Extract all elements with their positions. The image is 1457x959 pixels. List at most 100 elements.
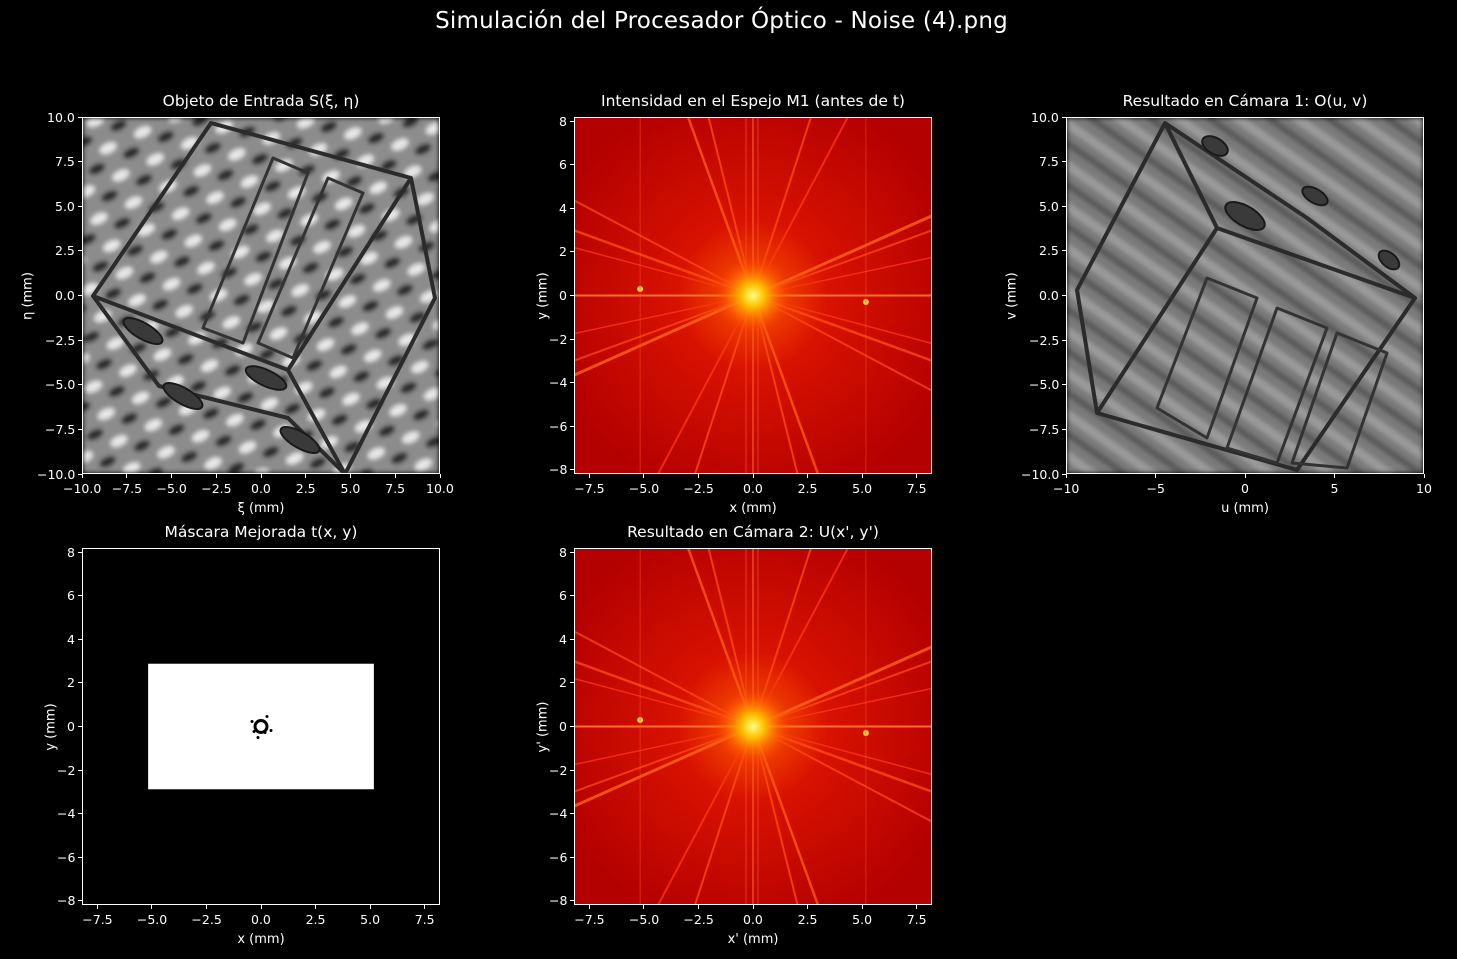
x-tick-label: −7.5 (111, 481, 143, 496)
y-tick-mark (1062, 339, 1066, 341)
x-axis-label: x (mm) (237, 932, 285, 947)
y-tick-mark (1062, 295, 1066, 296)
x-tick-mark (916, 474, 918, 478)
x-tick-mark (394, 474, 396, 478)
x-tick-label: 0 (1241, 481, 1249, 496)
y-tick-label: 5.0 (1039, 198, 1059, 214)
plot-area (1066, 117, 1424, 474)
y-tick-label: −4 (57, 806, 76, 822)
y-tick-label: 2 (559, 244, 567, 260)
y-tick-label: −2 (549, 331, 568, 347)
x-tick-label: 10.0 (426, 481, 454, 496)
y-tick-label: 2 (67, 675, 75, 691)
y-tick-label: 5.0 (55, 198, 75, 214)
x-tick-mark (1423, 474, 1425, 478)
y-tick-label: 7.5 (55, 154, 75, 170)
y-tick-label: 0.0 (55, 288, 75, 303)
y-axis-label: y (mm) (535, 271, 551, 320)
y-tick-label: 6 (67, 588, 75, 604)
x-tick-label: 5.0 (852, 912, 873, 927)
x-tick-mark (260, 474, 262, 478)
x-tick-mark (260, 905, 262, 909)
x-tick-label: 5.0 (360, 912, 381, 927)
x-tick-label: 5 (1330, 481, 1339, 496)
y-tick-label: 7.5 (1039, 154, 1059, 170)
x-axis-label: ξ (mm) (237, 501, 285, 516)
x-tick-mark (588, 905, 590, 909)
y-tick-mark (78, 205, 82, 207)
y-tick-label: 4 (559, 200, 567, 216)
y-tick-label: −10.0 (1021, 466, 1060, 482)
x-tick-label: −7.5 (82, 912, 113, 927)
x-tick-label: −2.5 (201, 481, 232, 496)
y-tick-mark (570, 726, 574, 727)
x-tick-mark (1155, 474, 1156, 478)
y-tick-mark (1062, 250, 1066, 252)
x-tick-mark (643, 905, 645, 909)
x-tick-label: −5.0 (628, 912, 660, 927)
x-tick-label: −7.5 (574, 912, 605, 927)
x-tick-label: 2.5 (797, 481, 818, 496)
image-camera2 (575, 549, 931, 904)
y-tick-label: 10.0 (1031, 109, 1059, 125)
y-tick-mark (570, 769, 574, 771)
y-tick-label: 0 (67, 719, 75, 734)
y-tick-mark (78, 595, 82, 597)
y-tick-label: −2.5 (45, 332, 76, 348)
y-tick-label: 2 (559, 675, 567, 691)
x-tick-mark (81, 474, 83, 478)
y-tick-mark (78, 161, 82, 163)
y-tick-label: −8 (57, 893, 76, 909)
x-tick-mark (315, 905, 317, 909)
y-tick-label: 0 (559, 719, 567, 734)
mask-dc-block (250, 715, 273, 739)
y-tick-mark (78, 726, 82, 727)
x-tick-mark (807, 905, 809, 909)
y-tick-mark (570, 638, 574, 640)
y-tick-label: −2.5 (1029, 332, 1060, 348)
y-tick-mark (570, 900, 574, 902)
x-tick-mark (205, 905, 207, 909)
x-tick-label: 0.0 (251, 481, 271, 496)
y-axis-label: y' (mm) (535, 701, 551, 752)
y-tick-label: 4 (559, 631, 567, 647)
y-tick-mark (570, 469, 574, 471)
x-tick-mark (350, 474, 351, 478)
image-camera1 (1067, 118, 1423, 473)
x-tick-label: −5 (1146, 481, 1165, 496)
x-tick-label: 0.0 (743, 481, 763, 496)
y-tick-mark (1062, 205, 1066, 207)
y-tick-label: −6 (57, 849, 76, 865)
y-tick-label: 6 (559, 157, 567, 173)
x-tick-mark (588, 474, 590, 478)
y-tick-mark (1062, 161, 1066, 163)
x-tick-mark (1065, 474, 1067, 478)
x-tick-mark (807, 474, 809, 478)
x-tick-mark (215, 474, 217, 478)
x-tick-label: −7.5 (574, 481, 605, 496)
y-tick-mark (570, 551, 574, 553)
y-tick-label: −7.5 (45, 421, 76, 437)
x-tick-mark (1244, 474, 1246, 478)
y-tick-mark (570, 207, 574, 209)
x-tick-label: −10.0 (63, 481, 102, 496)
x-tick-label: 7.5 (414, 912, 435, 927)
panel-title: Objeto de Entrada S(ξ, η) (162, 92, 360, 110)
x-tick-mark (861, 905, 863, 909)
x-tick-mark (424, 905, 426, 909)
x-tick-mark (126, 474, 128, 478)
y-tick-mark (78, 638, 82, 640)
x-tick-label: −5.0 (136, 912, 168, 927)
y-tick-label: 2.5 (55, 243, 75, 259)
x-tick-label: 5.0 (852, 481, 873, 496)
x-axis-label: x' (mm) (727, 932, 779, 947)
image-input (83, 118, 439, 473)
x-tick-label: −5.0 (628, 481, 660, 496)
y-tick-mark (78, 900, 82, 902)
y-tick-label: −4 (549, 806, 568, 822)
y-tick-label: −5.0 (45, 377, 76, 393)
x-tick-label: 2.5 (305, 912, 326, 927)
y-tick-mark (78, 295, 82, 296)
y-tick-label: −8 (549, 893, 568, 909)
y-tick-label: −8 (549, 462, 568, 478)
